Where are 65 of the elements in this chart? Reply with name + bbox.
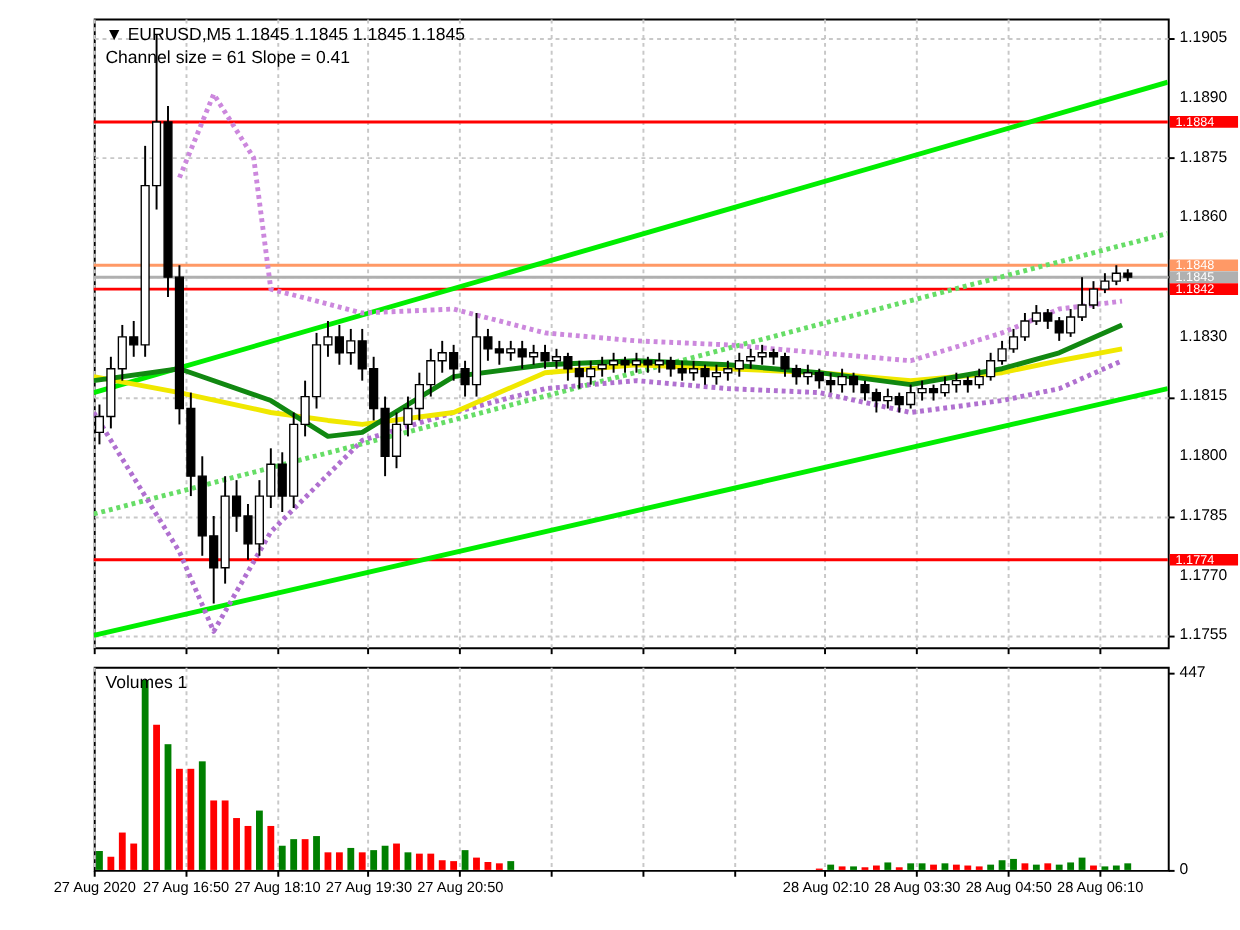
y-tick-label: 1.1800 <box>1179 446 1229 465</box>
bar <box>107 856 115 870</box>
bar <box>907 863 915 870</box>
bar <box>987 864 995 870</box>
bar <box>393 843 400 870</box>
bar <box>130 843 138 870</box>
bar <box>324 852 332 870</box>
y-tick-label: 1.1755 <box>1179 625 1229 644</box>
bar <box>233 818 240 870</box>
y-tick-label: 1.1815 <box>1179 386 1229 405</box>
bar <box>221 800 229 870</box>
bar <box>1055 864 1063 870</box>
bar <box>952 864 960 870</box>
chart-title: ▼ EURUSD,M5 1.1845 1.1845 1.1845 1.1845 <box>105 23 466 44</box>
line-series <box>93 322 1125 439</box>
bar <box>1067 862 1075 870</box>
bar <box>941 863 949 870</box>
bar <box>153 724 160 870</box>
bar <box>427 853 435 870</box>
bar <box>1010 858 1017 870</box>
bar <box>998 860 1006 870</box>
bar <box>415 853 423 870</box>
bar <box>381 845 389 870</box>
bar <box>1021 863 1029 870</box>
line-series <box>176 91 1125 364</box>
bar <box>255 810 263 870</box>
bar <box>473 857 480 870</box>
bar <box>1044 863 1052 870</box>
bar <box>358 852 366 870</box>
y-tick-label: 1.1785 <box>1179 505 1229 524</box>
annotation: Volumes 1 <box>105 672 188 693</box>
bar <box>918 863 926 870</box>
bar <box>1032 864 1040 870</box>
bar <box>450 861 458 870</box>
bar <box>827 864 835 870</box>
y-tick-label: 1.1905 <box>1179 28 1229 47</box>
bar <box>187 768 195 870</box>
bar <box>347 847 355 870</box>
y-tick-label: 1.1830 <box>1179 326 1229 345</box>
bar <box>370 850 378 870</box>
bar <box>301 839 309 870</box>
bar <box>290 839 298 870</box>
bar <box>404 852 412 870</box>
line-series <box>93 346 1125 427</box>
bar <box>495 863 503 870</box>
bar <box>1124 863 1132 870</box>
y-tick-label: 447 <box>1179 663 1206 682</box>
bar <box>198 761 206 870</box>
bar <box>507 861 515 870</box>
bar <box>176 768 183 870</box>
bar <box>313 836 320 870</box>
bar <box>267 825 275 870</box>
y-tick-label: 1.1770 <box>1179 565 1229 584</box>
bar <box>210 800 218 870</box>
y-tick-label: 1.1860 <box>1179 207 1229 226</box>
bar <box>884 862 892 870</box>
y-tick-label: 1.1890 <box>1179 88 1229 107</box>
bar <box>118 832 126 870</box>
bar <box>438 860 446 870</box>
bar <box>335 852 343 870</box>
bar <box>930 864 937 870</box>
y-tick-label: 0 <box>1179 859 1190 878</box>
bar <box>96 851 103 870</box>
y-tick-label: 1.1875 <box>1179 147 1229 166</box>
bar <box>278 845 286 870</box>
